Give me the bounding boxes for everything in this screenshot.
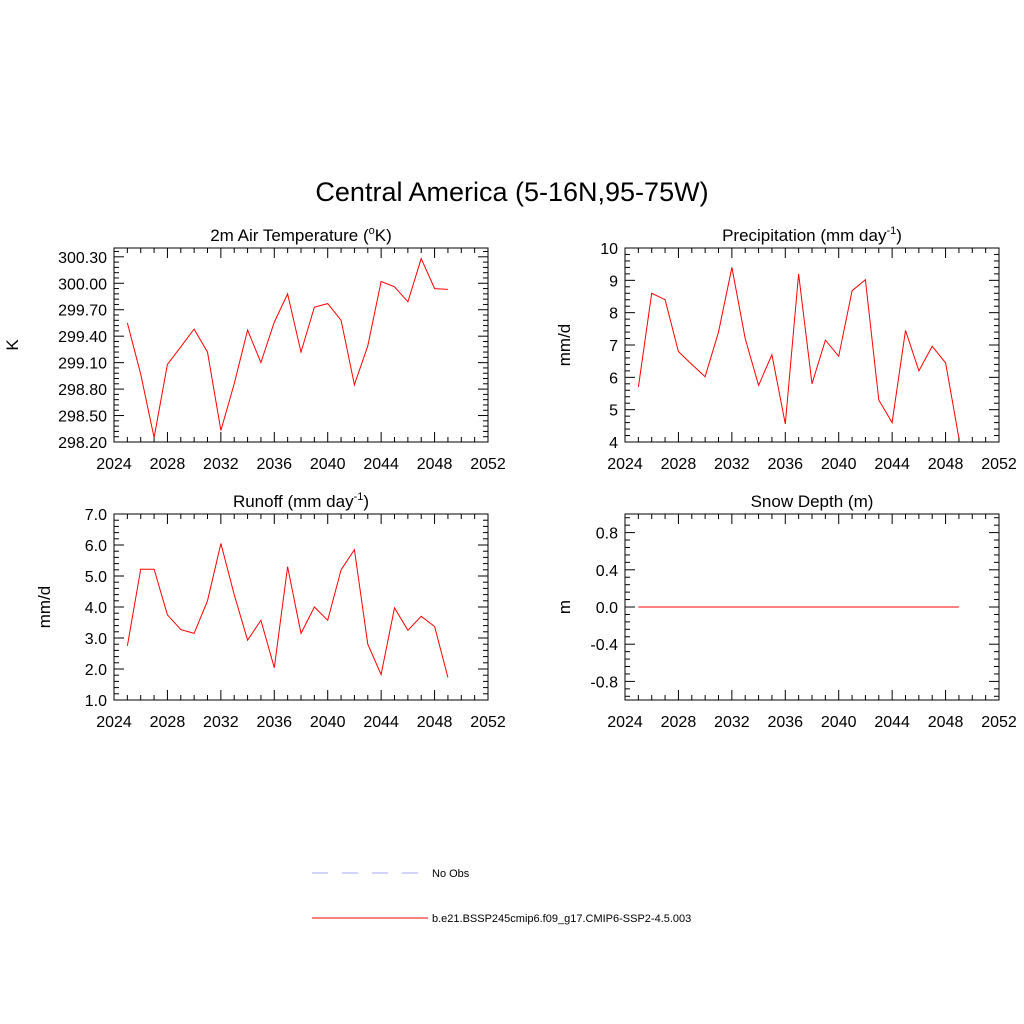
- y-tick-label: 4: [609, 435, 618, 452]
- panel-title: Snow Depth (m): [751, 492, 874, 511]
- panels: 2024 2028 2032 2036 2040 2044 2048 2052 298.20 29…: [3, 225, 1017, 731]
- panel-title: Precipitation (mm day-1): [722, 225, 902, 245]
- x-tick-label: 2044: [363, 714, 399, 731]
- series-line: [637, 267, 960, 439]
- y-tick-label: 298.50: [58, 409, 107, 426]
- x-tick-label: 2052: [981, 714, 1017, 731]
- x-tick-label: 2048: [928, 714, 964, 731]
- y-tick-label: 6.0: [85, 538, 107, 555]
- y-tick-label: -0.8: [590, 674, 618, 691]
- y-tick-label: 5.0: [85, 569, 107, 586]
- chart-panel-3: 2024 2028 2032 2036 2040 2044 2048 2052 1.0 2.0 3.…: [35, 491, 506, 731]
- plot-frame: [624, 247, 1000, 443]
- y-tick-label: 6: [609, 370, 618, 387]
- x-tick-label: 2040: [310, 714, 346, 731]
- x-tick-label: 2028: [661, 714, 697, 731]
- legend-model-label: b.e21.BSSP245cmip6.f09_g17.CMIP6-SSP2-4.…: [432, 913, 691, 925]
- x-tick-label: 2036: [767, 714, 803, 731]
- y-tick-label: 299.40: [58, 329, 107, 346]
- plot-frame: [113, 513, 489, 701]
- y-tick-label: 7: [609, 338, 618, 355]
- x-tick-label: 2040: [310, 456, 346, 473]
- x-tick-label: 2052: [470, 714, 506, 731]
- x-tick-label: 2036: [767, 456, 803, 473]
- y-tick-label: 5: [609, 403, 618, 420]
- series-line: [126, 543, 449, 678]
- x-tick-label: 2032: [714, 456, 750, 473]
- legend: No Obs b.e21.BSSP245cmip6.f09_g17.CMIP6-…: [312, 868, 691, 925]
- y-tick-label: 300.30: [58, 250, 107, 267]
- legend-obs-label: No Obs: [432, 868, 470, 880]
- y-tick-label: 298.80: [58, 382, 107, 399]
- y-axis-label: mm/d: [35, 586, 54, 629]
- y-tick-label: 2.0: [85, 662, 107, 679]
- y-axis-label: m: [555, 600, 574, 614]
- y-tick-label: 9: [609, 273, 618, 290]
- y-tick-label: 299.70: [58, 303, 107, 320]
- y-tick-label: 10: [600, 241, 618, 258]
- y-tick-label: 0.0: [596, 600, 618, 617]
- x-tick-label: 2052: [981, 456, 1017, 473]
- x-tick-label: 2036: [256, 714, 292, 731]
- y-axis-label: mm/d: [555, 324, 574, 367]
- x-tick-label: 2024: [96, 456, 132, 473]
- panel-title: 2m Air Temperature (oK): [210, 225, 392, 245]
- x-tick-label: 2024: [96, 714, 132, 731]
- y-tick-label: 1.0: [85, 693, 107, 710]
- series-line: [126, 257, 448, 438]
- y-tick-label: 4.0: [85, 600, 107, 617]
- x-tick-label: 2028: [150, 714, 186, 731]
- y-tick-label: 0.4: [596, 563, 618, 580]
- y-tick-label: 7.0: [85, 507, 107, 524]
- chart-panel-1: 2024 2028 2032 2036 2040 2044 2048 2052 298.20 29…: [3, 225, 506, 473]
- y-tick-label: 300.00: [58, 276, 107, 293]
- x-tick-label: 2044: [363, 456, 399, 473]
- x-tick-label: 2024: [607, 714, 643, 731]
- plot-frame: [113, 247, 489, 443]
- y-tick-label: 299.10: [58, 356, 107, 373]
- x-tick-label: 2044: [874, 714, 910, 731]
- y-tick-label: 0.8: [596, 526, 618, 543]
- x-tick-label: 2040: [821, 456, 857, 473]
- x-tick-label: 2048: [928, 456, 964, 473]
- chart-panel-2: 2024 2028 2032 2036 2040 2044 2048 2052 4 5 6 7 8 9 10…: [555, 225, 1017, 473]
- x-tick-label: 2028: [150, 456, 186, 473]
- x-tick-label: 2028: [661, 456, 697, 473]
- y-tick-label: 3.0: [85, 631, 107, 648]
- x-tick-label: 2044: [874, 456, 910, 473]
- x-tick-label: 2040: [821, 714, 857, 731]
- x-tick-label: 2048: [417, 456, 453, 473]
- x-tick-label: 2032: [203, 456, 239, 473]
- y-tick-label: -0.4: [590, 637, 618, 654]
- figure-title: Central America (5-16N,95-75W): [315, 177, 708, 207]
- x-tick-label: 2036: [256, 456, 292, 473]
- y-axis-label: K: [3, 339, 22, 351]
- panel-title: Runoff (mm day-1): [233, 491, 369, 511]
- x-tick-label: 2048: [417, 714, 453, 731]
- y-tick-label: 298.20: [58, 435, 107, 452]
- y-tick-label: 8: [609, 306, 618, 323]
- x-tick-label: 2032: [203, 714, 239, 731]
- x-tick-label: 2024: [607, 456, 643, 473]
- chart-panel-4: 2024 2028 2032 2036 2040 2044 2048 2052 -0.8 -0.4…: [555, 492, 1017, 731]
- x-tick-label: 2032: [714, 714, 750, 731]
- x-tick-label: 2052: [470, 456, 506, 473]
